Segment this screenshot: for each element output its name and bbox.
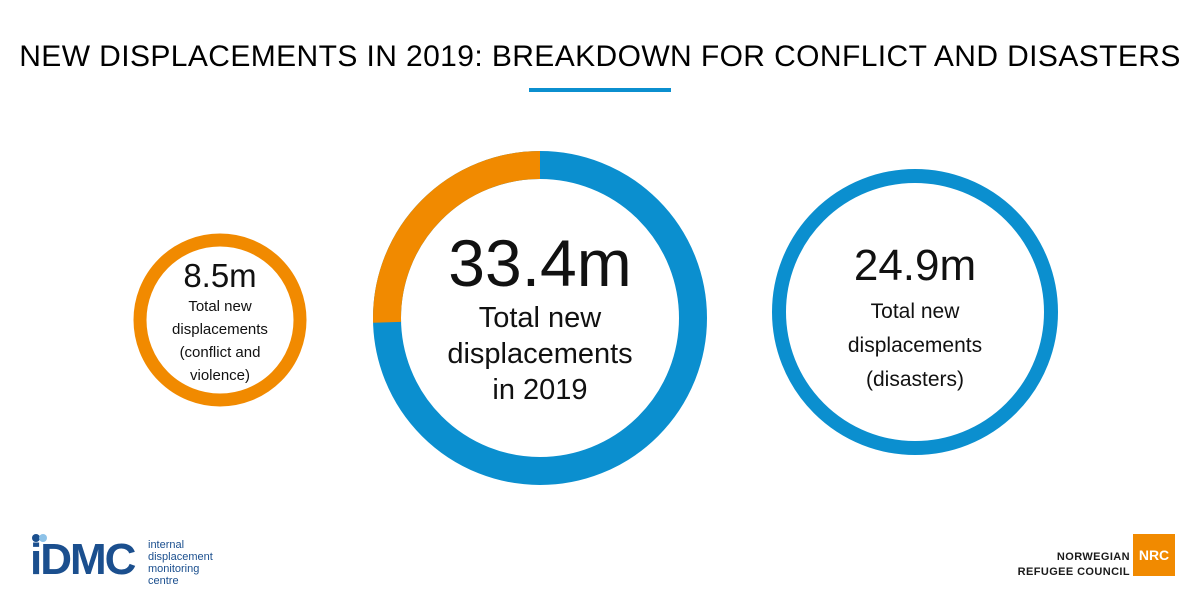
total-callout: 33.4m Total new displacements in 2019 bbox=[400, 226, 680, 408]
nrc-name-line: NORWEGIAN bbox=[1056, 551, 1130, 563]
nrc-logo-badge: NRC bbox=[1133, 534, 1175, 576]
title-underline bbox=[529, 88, 671, 92]
total-label-line: in 2019 bbox=[492, 374, 588, 406]
disasters-value: 24.9m bbox=[853, 241, 977, 290]
idmc-subtitle-line: centre bbox=[148, 575, 179, 587]
idmc-dots-icon bbox=[32, 534, 48, 542]
total-label-line: displacements bbox=[447, 338, 633, 370]
total-label-line: Total new bbox=[478, 302, 602, 334]
conflict-label-line: (conflict and bbox=[179, 344, 261, 361]
idmc-subtitle-line: internal bbox=[148, 539, 185, 551]
conflict-label-line: violence) bbox=[189, 367, 251, 384]
total-ring-conflict-segment bbox=[373, 151, 541, 323]
idmc-subtitle-line: monitoring bbox=[148, 563, 200, 575]
nrc-name: NORWEGIAN REFUGEE COUNCIL bbox=[980, 550, 1130, 580]
idmc-subtitle: internal displacement monitoring centre bbox=[148, 539, 213, 587]
conflict-ring bbox=[133, 233, 307, 407]
conflict-label-line: displacements bbox=[172, 321, 268, 338]
idmc-subtitle-line: displacement bbox=[148, 551, 213, 563]
disasters-ring bbox=[772, 169, 1058, 455]
idmc-wordmark: iDMC bbox=[30, 535, 136, 584]
conflict-label-line: Total new bbox=[188, 298, 252, 315]
disasters-label-line: (disasters) bbox=[865, 368, 965, 391]
conflict-value: 8.5m bbox=[183, 257, 257, 294]
total-value: 33.4m bbox=[448, 226, 632, 300]
chart-title: NEW DISPLACEMENTS IN 2019: BREAKDOWN FOR… bbox=[19, 40, 1181, 73]
disasters-label-line: Total new bbox=[870, 300, 960, 323]
nrc-name-line: REFUGEE COUNCIL bbox=[1017, 566, 1130, 578]
disasters-label-line: displacements bbox=[847, 334, 983, 357]
disasters-callout: 24.9m Total new displacements (disasters… bbox=[795, 240, 1035, 394]
conflict-callout: 8.5m Total new displacements (conflict a… bbox=[140, 258, 300, 386]
